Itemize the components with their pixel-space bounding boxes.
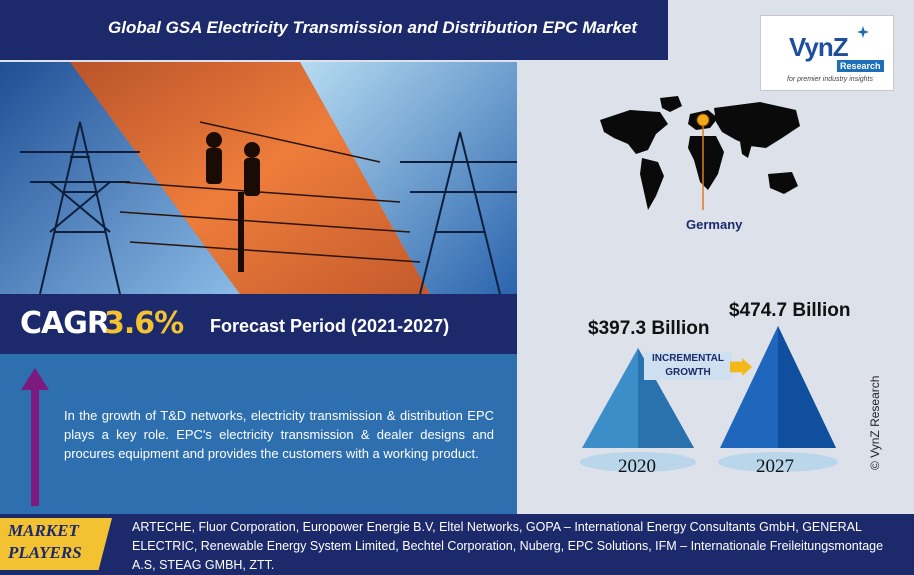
world-map-icon — [600, 96, 800, 210]
players-tag-line1: MARKET — [8, 521, 79, 540]
logo-star-icon — [857, 26, 869, 38]
power-lines-illustration — [0, 62, 517, 294]
hero-image — [0, 62, 517, 294]
growth-arrow-shaft — [31, 388, 39, 506]
logo-badge: Research — [837, 60, 884, 72]
value-2027: $474.7 Billion — [729, 300, 851, 321]
logo-tagline: for premier industry insights — [787, 76, 873, 83]
year-2027-label: 2027 — [756, 456, 794, 477]
map-country-label: Germany — [686, 217, 743, 232]
incremental-growth-label: INCREMENTAL GROWTH — [644, 352, 732, 380]
pyramid-2027 — [718, 326, 838, 472]
cagr-label: CAGR — [20, 306, 110, 341]
vynz-logo: VynZ Research for premier industry insig… — [760, 15, 894, 91]
logo-wordmark: VynZ — [789, 32, 849, 62]
title-bar: Global GSA Electricity Transmission and … — [0, 0, 668, 60]
cagr-bar: CAGR 3.6% Forecast Period (2021-2027) — [0, 294, 517, 354]
incremental-growth-line1: INCREMENTAL — [651, 353, 725, 364]
market-players-list: ARTECHE, Fluor Corporation, Europower En… — [132, 520, 884, 572]
players-tag-line2: PLAYERS — [8, 543, 82, 562]
copyright-notice: © VynZ Research — [868, 375, 882, 470]
incremental-growth-line2: GROWTH — [665, 367, 711, 378]
location-pin-icon — [696, 113, 710, 210]
market-description: In the growth of T&D networks, electrici… — [64, 408, 494, 461]
description-panel — [0, 354, 517, 514]
value-2020: $397.3 Billion — [588, 318, 710, 339]
market-players-bar — [0, 514, 914, 575]
forecast-period: Forecast Period (2021-2027) — [210, 316, 450, 336]
cagr-value: 3.6% — [104, 306, 184, 341]
page-title: Global GSA Electricity Transmission and … — [108, 18, 638, 37]
arrow-right-icon — [730, 358, 752, 376]
market-players-tag — [0, 518, 112, 570]
market-players-heading: MARKET PLAYERS — [8, 520, 108, 564]
year-2020-label: 2020 — [618, 456, 656, 477]
